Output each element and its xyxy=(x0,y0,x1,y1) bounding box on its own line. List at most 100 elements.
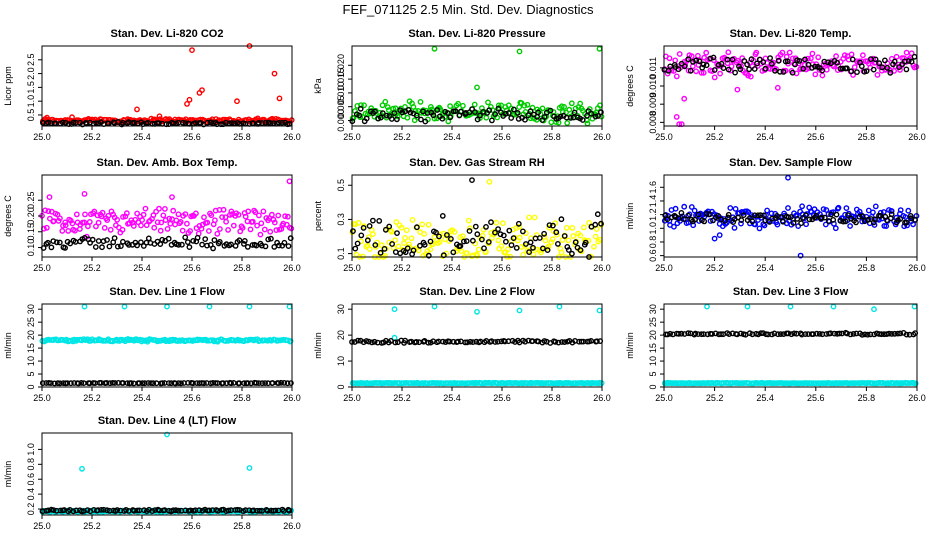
point-black xyxy=(388,116,395,122)
point-magenta xyxy=(107,226,114,233)
point-green xyxy=(564,120,571,126)
point-black xyxy=(675,330,682,337)
point-blue xyxy=(822,221,829,228)
x-tick-label: 25.0 xyxy=(655,132,673,142)
point-black xyxy=(800,65,807,72)
point-magenta-outlier xyxy=(734,86,741,93)
point-magenta xyxy=(860,52,866,59)
point-black xyxy=(748,56,755,63)
point-magenta xyxy=(664,70,671,77)
point-red-outlier xyxy=(186,96,193,103)
point-yellow xyxy=(392,237,398,244)
point-black xyxy=(372,242,379,248)
point-magenta xyxy=(833,53,839,60)
point-black xyxy=(818,214,825,221)
point-black xyxy=(785,330,792,337)
point-yellow xyxy=(548,239,555,246)
point-black xyxy=(469,237,476,244)
point-yellow xyxy=(398,224,405,231)
point-yellow xyxy=(427,246,434,253)
point-magenta-outlier xyxy=(774,84,781,91)
x-tick-label: 25.2 xyxy=(706,263,724,273)
point-blue xyxy=(745,209,752,216)
point-magenta xyxy=(288,225,295,232)
point-yellow xyxy=(586,219,592,226)
point-black xyxy=(687,67,694,74)
point-black xyxy=(891,58,898,65)
point-magenta xyxy=(695,52,701,59)
point-green xyxy=(394,113,401,120)
point-magenta xyxy=(786,49,793,56)
point-black xyxy=(137,239,144,246)
y-tick-label: 0.010 xyxy=(336,82,346,105)
point-black xyxy=(706,211,713,218)
data-points xyxy=(661,49,920,128)
point-green xyxy=(548,119,555,126)
point-black xyxy=(785,214,792,221)
point-black xyxy=(561,339,568,345)
point-black xyxy=(798,220,804,227)
point-black xyxy=(178,241,185,248)
point-black xyxy=(53,239,60,246)
point-black xyxy=(62,244,68,251)
point-blue xyxy=(691,207,698,214)
y-tick-label: 20 xyxy=(26,330,36,340)
point-black xyxy=(192,120,199,126)
point-magenta xyxy=(779,49,786,56)
point-black xyxy=(905,58,912,64)
point-magenta xyxy=(161,205,168,212)
point-black xyxy=(275,380,282,386)
point-magenta xyxy=(157,227,164,234)
x-tick-label: 26.0 xyxy=(593,132,611,142)
point-blue xyxy=(732,205,739,212)
point-green xyxy=(417,99,424,105)
point-black xyxy=(95,507,101,514)
y-tick-label: 30 xyxy=(336,304,346,314)
point-black xyxy=(802,212,809,219)
panel-3: Stan. Dev. Li-820 Temp. degrees C 25.0 25.2… xyxy=(625,28,926,142)
x-tick-label: 26.0 xyxy=(283,263,301,273)
point-blue xyxy=(832,225,839,232)
point-black xyxy=(70,508,77,515)
point-yellow xyxy=(530,251,537,258)
point-black xyxy=(436,233,442,240)
point-magenta xyxy=(823,66,830,73)
point-black xyxy=(732,69,738,76)
point-black xyxy=(248,380,255,387)
point-yellow xyxy=(451,229,458,235)
point-blue xyxy=(672,205,679,212)
point-black xyxy=(547,107,554,114)
point-black xyxy=(911,53,918,60)
point-black xyxy=(172,507,179,514)
point-black xyxy=(439,212,446,219)
point-black xyxy=(128,380,134,386)
point-magenta xyxy=(130,223,137,229)
y-axis-label: kPa xyxy=(313,78,323,94)
point-black xyxy=(447,114,454,121)
point-black xyxy=(833,211,840,218)
point-magenta xyxy=(166,215,173,222)
point-black xyxy=(834,59,841,66)
point-black xyxy=(767,55,773,61)
point-black xyxy=(830,216,837,223)
point-yellow xyxy=(495,237,502,244)
point-black xyxy=(725,66,732,73)
point-magenta xyxy=(703,49,710,56)
point-black xyxy=(777,331,784,337)
y-tick-label: 0.10 xyxy=(26,239,36,257)
point-black xyxy=(59,119,66,126)
point-black xyxy=(492,111,498,117)
point-black xyxy=(511,106,517,113)
point-red-outlier xyxy=(189,47,195,53)
point-black xyxy=(567,115,574,121)
point-magenta xyxy=(255,212,262,219)
point-yellow xyxy=(592,233,599,240)
point-magenta xyxy=(257,231,264,238)
point-black xyxy=(457,243,464,249)
point-yellow xyxy=(577,232,584,239)
y-tick-label: 1.0 xyxy=(26,95,36,108)
point-black xyxy=(572,239,579,246)
point-blue-outlier xyxy=(716,232,723,239)
point-yellow xyxy=(355,219,362,226)
